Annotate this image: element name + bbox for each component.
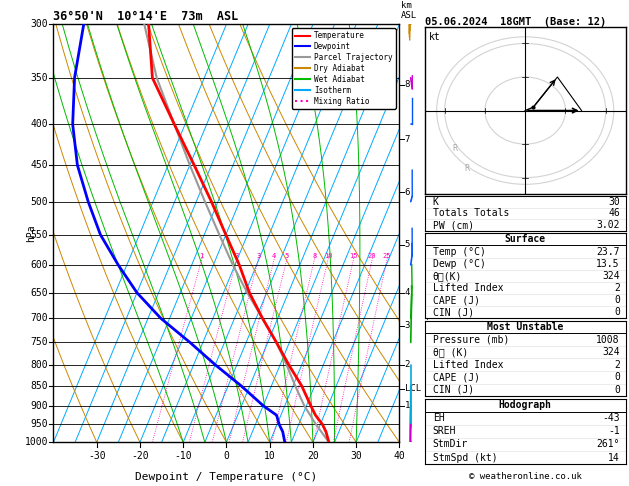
Text: Temp (°C): Temp (°C) bbox=[433, 246, 486, 257]
Text: Totals Totals: Totals Totals bbox=[433, 208, 509, 218]
Text: 0: 0 bbox=[614, 307, 620, 317]
Text: -1: -1 bbox=[608, 426, 620, 436]
Text: Lifted Index: Lifted Index bbox=[433, 283, 503, 293]
Text: 8: 8 bbox=[313, 253, 316, 259]
Text: 1000: 1000 bbox=[25, 437, 48, 447]
Text: 15: 15 bbox=[349, 253, 358, 259]
Text: 10: 10 bbox=[324, 253, 332, 259]
Text: 850: 850 bbox=[31, 381, 48, 391]
Text: SREH: SREH bbox=[433, 426, 456, 436]
Text: StmSpd (kt): StmSpd (kt) bbox=[433, 452, 498, 463]
Text: 14: 14 bbox=[608, 452, 620, 463]
Text: 40: 40 bbox=[394, 451, 405, 461]
Text: 0: 0 bbox=[614, 295, 620, 305]
Text: Pressure (mb): Pressure (mb) bbox=[433, 334, 509, 345]
Text: Lifted Index: Lifted Index bbox=[433, 360, 503, 370]
Text: 261°: 261° bbox=[596, 439, 620, 450]
Text: 650: 650 bbox=[31, 288, 48, 298]
Text: 0: 0 bbox=[614, 372, 620, 382]
Text: StmDir: StmDir bbox=[433, 439, 468, 450]
Text: 450: 450 bbox=[31, 160, 48, 170]
Text: θᴇ(K): θᴇ(K) bbox=[433, 271, 462, 281]
Text: -20: -20 bbox=[131, 451, 149, 461]
Text: Hodograph: Hodograph bbox=[499, 400, 552, 410]
Text: 3: 3 bbox=[404, 321, 410, 330]
Text: 750: 750 bbox=[31, 337, 48, 347]
Text: 900: 900 bbox=[31, 400, 48, 411]
Text: Most Unstable: Most Unstable bbox=[487, 322, 564, 332]
Text: 2: 2 bbox=[404, 360, 410, 369]
Text: 3: 3 bbox=[256, 253, 260, 259]
Text: 3.02: 3.02 bbox=[596, 220, 620, 230]
Text: 0: 0 bbox=[614, 385, 620, 395]
Text: -43: -43 bbox=[602, 413, 620, 423]
Text: -30: -30 bbox=[88, 451, 106, 461]
Text: 4: 4 bbox=[272, 253, 276, 259]
Legend: Temperature, Dewpoint, Parcel Trajectory, Dry Adiabat, Wet Adiabat, Isotherm, Mi: Temperature, Dewpoint, Parcel Trajectory… bbox=[292, 28, 396, 109]
Text: km
ASL: km ASL bbox=[401, 0, 417, 20]
Text: 800: 800 bbox=[31, 360, 48, 370]
Text: 2: 2 bbox=[614, 283, 620, 293]
Text: 6: 6 bbox=[404, 188, 410, 197]
Text: 1008: 1008 bbox=[596, 334, 620, 345]
Text: 05.06.2024  18GMT  (Base: 12): 05.06.2024 18GMT (Base: 12) bbox=[425, 17, 606, 27]
Text: 300: 300 bbox=[31, 19, 48, 29]
Text: Mixing Ratio (g/kg): Mixing Ratio (g/kg) bbox=[426, 266, 435, 368]
Text: 7: 7 bbox=[404, 135, 410, 144]
Text: 1: 1 bbox=[199, 253, 204, 259]
Text: 700: 700 bbox=[31, 313, 48, 324]
Text: 8: 8 bbox=[404, 80, 410, 89]
Text: 46: 46 bbox=[608, 208, 620, 218]
Text: 30: 30 bbox=[350, 451, 362, 461]
Text: 0: 0 bbox=[223, 451, 230, 461]
Text: 500: 500 bbox=[31, 197, 48, 207]
Text: 20: 20 bbox=[307, 451, 319, 461]
Text: R: R bbox=[465, 164, 470, 173]
Text: K: K bbox=[433, 197, 438, 207]
Text: kt: kt bbox=[428, 32, 440, 42]
Text: 13.5: 13.5 bbox=[596, 259, 620, 269]
Text: 2: 2 bbox=[235, 253, 239, 259]
Text: 324: 324 bbox=[602, 271, 620, 281]
Text: 5: 5 bbox=[285, 253, 289, 259]
Text: Surface: Surface bbox=[504, 234, 546, 244]
Text: 400: 400 bbox=[31, 119, 48, 129]
Text: Dewpoint / Temperature (°C): Dewpoint / Temperature (°C) bbox=[135, 471, 318, 482]
Text: © weatheronline.co.uk: © weatheronline.co.uk bbox=[469, 472, 582, 481]
Text: 4: 4 bbox=[404, 288, 410, 297]
Text: -10: -10 bbox=[174, 451, 192, 461]
Text: 2: 2 bbox=[614, 360, 620, 370]
Text: 30: 30 bbox=[608, 197, 620, 207]
Text: CIN (J): CIN (J) bbox=[433, 307, 474, 317]
Text: CAPE (J): CAPE (J) bbox=[433, 372, 480, 382]
Text: 950: 950 bbox=[31, 419, 48, 430]
Text: LCL: LCL bbox=[404, 384, 421, 393]
Text: 324: 324 bbox=[602, 347, 620, 357]
Text: θᴇ (K): θᴇ (K) bbox=[433, 347, 468, 357]
Text: 350: 350 bbox=[31, 73, 48, 83]
Text: PW (cm): PW (cm) bbox=[433, 220, 474, 230]
Text: 5: 5 bbox=[404, 240, 410, 249]
Text: EH: EH bbox=[433, 413, 444, 423]
Text: CAPE (J): CAPE (J) bbox=[433, 295, 480, 305]
Text: hPa: hPa bbox=[26, 225, 36, 242]
Text: 550: 550 bbox=[31, 230, 48, 240]
Text: Dewp (°C): Dewp (°C) bbox=[433, 259, 486, 269]
Text: CIN (J): CIN (J) bbox=[433, 385, 474, 395]
Text: 36°50'N  10°14'E  73m  ASL: 36°50'N 10°14'E 73m ASL bbox=[53, 10, 239, 23]
Text: 10: 10 bbox=[264, 451, 276, 461]
Text: 1: 1 bbox=[404, 401, 410, 410]
Text: 600: 600 bbox=[31, 260, 48, 270]
Text: 20: 20 bbox=[368, 253, 377, 259]
Text: 25: 25 bbox=[383, 253, 391, 259]
Text: 23.7: 23.7 bbox=[596, 246, 620, 257]
Text: R: R bbox=[453, 144, 458, 153]
